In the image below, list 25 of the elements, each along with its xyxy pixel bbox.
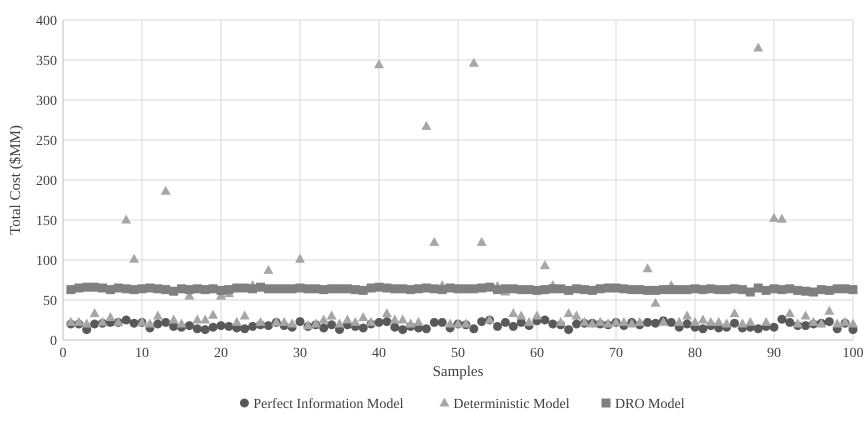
x-tick-label: 10: [135, 346, 149, 361]
y-tick-label: 300: [36, 94, 57, 109]
y-axis-title: Total Cost ($MM): [8, 125, 24, 235]
y-tick-label: 100: [36, 254, 57, 269]
x-tick-label: 40: [372, 346, 386, 361]
x-tick-label: 50: [451, 346, 465, 361]
x-tick-label: 90: [767, 346, 781, 361]
x-tick-label: 70: [609, 346, 623, 361]
y-tick-label: 50: [43, 294, 57, 309]
x-tick-label: 100: [842, 346, 864, 361]
x-axis-title: Samples: [432, 364, 484, 380]
legend-label: Deterministic Model: [453, 397, 570, 412]
y-tick-label: 200: [36, 174, 57, 189]
y-tick-label: 250: [36, 134, 57, 149]
x-tick-label: 80: [688, 346, 702, 361]
y-tick-label: 0: [50, 334, 57, 349]
y-tick-label: 350: [36, 54, 57, 69]
legend-label: DRO Model: [615, 397, 685, 412]
x-tick-label: 0: [60, 346, 66, 361]
y-tick-label: 400: [36, 14, 57, 29]
x-tick-label: 30: [293, 346, 307, 361]
x-tick-label: 20: [214, 346, 228, 361]
x-tick-label: 60: [530, 346, 544, 361]
legend-label: Perfect Information Model: [253, 397, 404, 412]
y-tick-label: 150: [36, 214, 57, 229]
